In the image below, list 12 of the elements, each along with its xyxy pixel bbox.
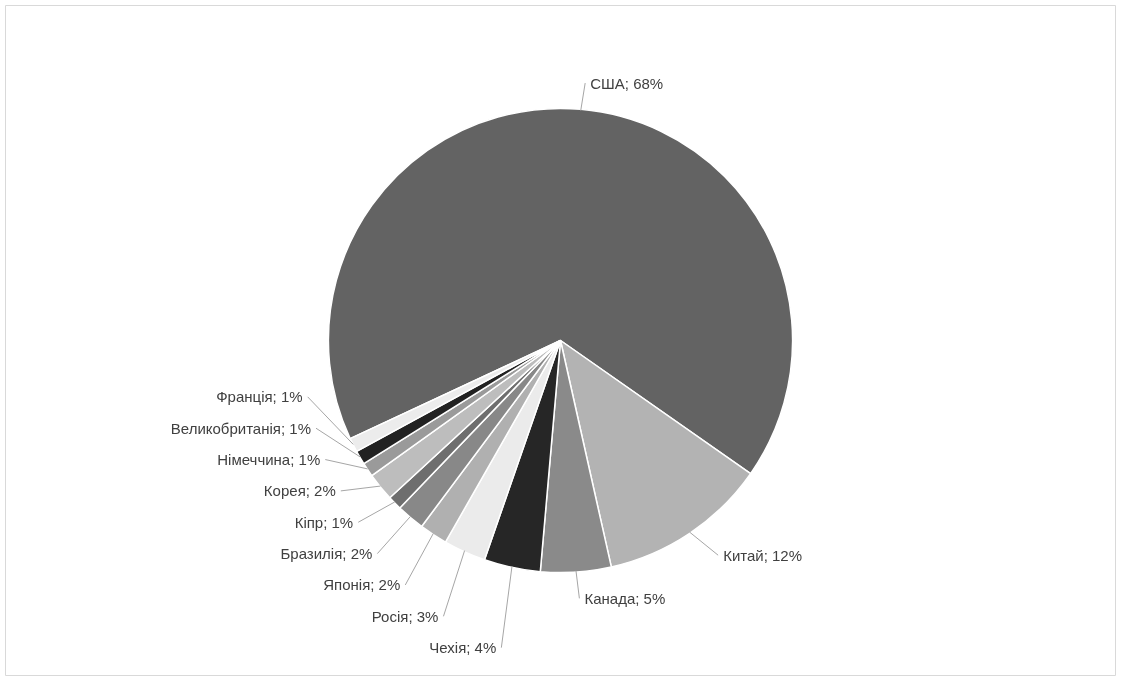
slice-label: Німеччина; 1%	[217, 451, 321, 469]
slice-label: Великобританія; 1%	[170, 419, 311, 437]
slice-label: Китай; 12%	[723, 546, 803, 564]
slice-label: Корея; 2%	[263, 482, 336, 500]
slice-label: США; 68%	[590, 74, 664, 92]
slice-label: Японія; 2%	[323, 576, 401, 594]
slice-label: Росія; 3%	[371, 607, 439, 625]
slice-label: Кіпр; 1%	[294, 513, 354, 531]
slice-label: Бразилія; 2%	[280, 545, 373, 563]
slice-label: Франція; 1%	[216, 388, 303, 406]
slice-label: Чехія; 4%	[429, 639, 497, 657]
slice-label: Канада; 5%	[584, 589, 666, 607]
